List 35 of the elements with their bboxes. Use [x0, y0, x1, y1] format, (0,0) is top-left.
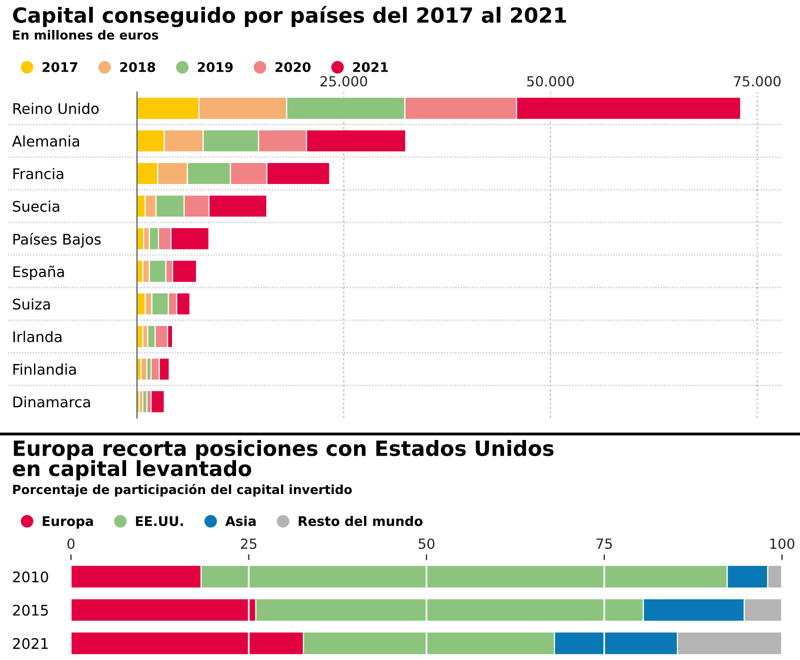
legend-label: 2018 — [120, 62, 156, 72]
x-tick-label: 50 — [418, 538, 434, 549]
chart-subtitle: En millones de euros — [13, 30, 158, 40]
legend-label: Europa — [42, 516, 93, 529]
x-tick-label: 50.000 — [527, 76, 574, 87]
y-tick-label: Suecia — [12, 200, 60, 212]
x-tick-label: 25 — [240, 538, 256, 549]
y-tick-label: Finlandia — [13, 364, 76, 375]
x-tick-label: 75 — [596, 538, 612, 549]
x-tick-label: 0 — [67, 538, 74, 549]
bar — [150, 390, 165, 414]
y-tick-label: 2015 — [13, 604, 48, 616]
chart-subtitle: Porcentaje de participación del capital invertido — [13, 484, 352, 497]
y-tick-label: Alemania — [12, 135, 80, 147]
y-tick-label: Francia — [13, 168, 64, 180]
x-tick-label: 100 — [770, 538, 794, 549]
legend-label: 2019 — [198, 62, 233, 72]
legend-label: 2020 — [276, 62, 311, 72]
chart-title: Capital conseguido por países del 2017 al 2021 — [13, 6, 566, 28]
y-tick-label: Suiza — [12, 298, 50, 310]
legend-label: Asia — [225, 516, 256, 526]
legend-label: 2021 — [353, 62, 388, 72]
legend-label: 2017 — [42, 62, 78, 72]
y-tick-label: Países Bajos — [13, 232, 101, 248]
y-tick-label: España — [13, 266, 64, 280]
x-tick-label: 25.000 — [320, 76, 368, 87]
legend-label: Resto del mundo — [298, 516, 423, 526]
legend-label: EE.UU. — [136, 516, 183, 526]
chart-title: Europa recorta posiciones con Estados Unidos en capital levantado — [12, 440, 554, 480]
y-tick-label: 2021 — [13, 638, 48, 650]
y-tick-label: Reino Unido — [13, 102, 99, 114]
y-tick-label: Dinamarca — [13, 396, 90, 408]
x-tick-label: 75.000 — [734, 76, 781, 87]
y-tick-label: Irlanda — [13, 330, 62, 342]
y-tick-label: 2010 — [13, 571, 48, 582]
